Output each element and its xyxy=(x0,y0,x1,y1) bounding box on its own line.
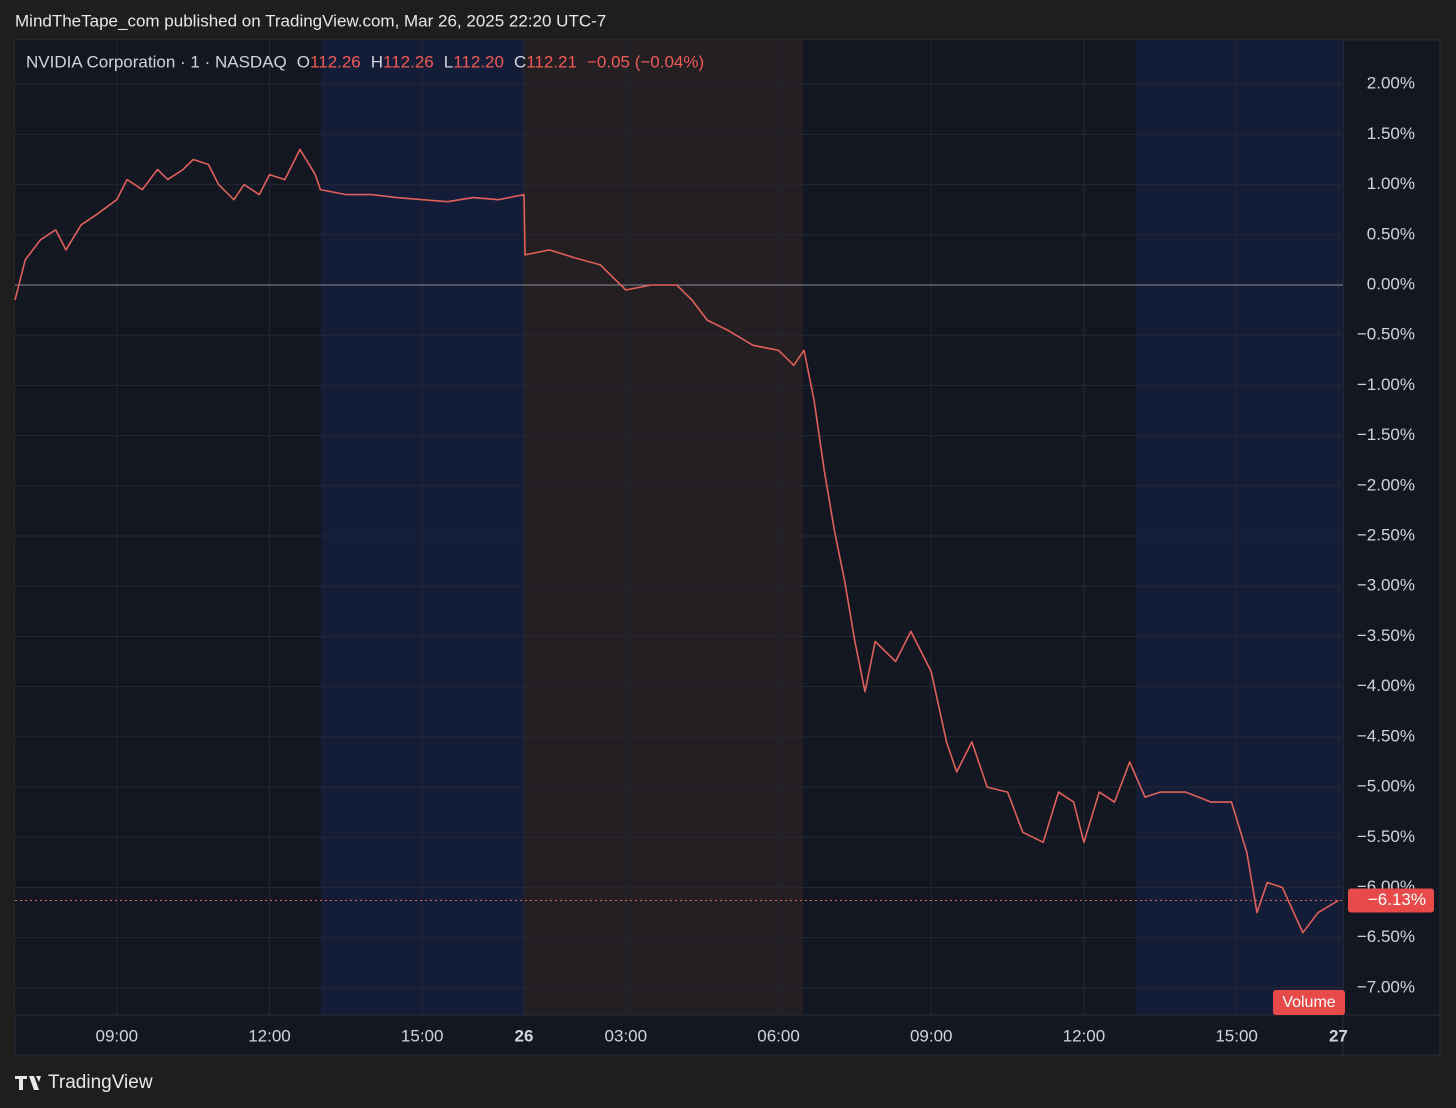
publisher: MindTheTape_com published on TradingView… xyxy=(15,11,606,30)
x-tick-label: 26 xyxy=(515,1026,534,1045)
change: −0.05 (−0.04%) xyxy=(587,52,704,71)
y-tick-label: −4.00% xyxy=(1357,676,1415,695)
x-tick-label: 09:00 xyxy=(96,1026,139,1045)
last-price-label: −6.13% xyxy=(1368,890,1426,909)
y-tick-label: −0.50% xyxy=(1357,325,1415,344)
x-tick-label: 15:00 xyxy=(401,1026,444,1045)
x-tick-label: 09:00 xyxy=(910,1026,953,1045)
y-tick-label: −3.50% xyxy=(1357,626,1415,645)
x-tick-label: 03:00 xyxy=(605,1026,648,1045)
volume-label: Volume xyxy=(1282,994,1335,1011)
y-tick-label: −5.00% xyxy=(1357,777,1415,796)
y-tick-label: 1.50% xyxy=(1367,124,1415,143)
x-tick-label: 12:00 xyxy=(248,1026,291,1045)
x-tick-label: 27 xyxy=(1329,1026,1348,1045)
ohlc-value: 112.21 xyxy=(526,52,577,71)
ohlc-key: H xyxy=(371,52,383,71)
y-tick-label: 0.00% xyxy=(1367,274,1415,293)
ohlc-key: O xyxy=(297,52,310,71)
grid xyxy=(15,40,1343,1015)
ohlc-value: 112.26 xyxy=(310,52,361,71)
volume-badge xyxy=(1273,990,1345,1015)
y-tick-label: −6.50% xyxy=(1357,927,1415,946)
ohlc-key: C xyxy=(514,52,526,71)
y-tick-label: 2.00% xyxy=(1367,74,1415,93)
y-tick-label: −3.00% xyxy=(1357,576,1415,595)
y-tick-label: −4.50% xyxy=(1357,726,1415,745)
y-tick-label: −1.00% xyxy=(1357,375,1415,394)
y-tick-label: −2.50% xyxy=(1357,526,1415,545)
brand-logo xyxy=(15,1076,41,1090)
y-tick-label: −1.50% xyxy=(1357,425,1415,444)
session-pre xyxy=(523,40,803,1015)
session-post xyxy=(1136,40,1343,1015)
x-tick-label: 06:00 xyxy=(757,1026,800,1045)
footer-brand: TradingView xyxy=(48,1072,153,1093)
last-price-badge xyxy=(1348,888,1434,913)
plot xyxy=(14,148,1343,934)
session-regular xyxy=(15,40,321,1015)
session-regular xyxy=(803,40,1136,1015)
y-tick-label: −5.50% xyxy=(1357,827,1415,846)
ohlc-value: 112.20 xyxy=(453,52,504,71)
x-tick-label: 15:00 xyxy=(1215,1026,1258,1045)
y-tick-label: 0.50% xyxy=(1367,224,1415,243)
x-tick-label: 12:00 xyxy=(1063,1026,1106,1045)
price-line xyxy=(14,148,1339,934)
y-tick-label: −2.00% xyxy=(1357,475,1415,494)
ohlc-key: L xyxy=(444,52,453,71)
ohlc-value: 112.26 xyxy=(383,52,434,71)
legend: NVIDIA Corporation · 1 · NASDAQ O 112.26 H 1… xyxy=(26,52,704,71)
chart-title: NVIDIA Corporation · 1 · NASDAQ xyxy=(26,52,287,71)
y-tick-label: 1.00% xyxy=(1367,174,1415,193)
y-tick-label: −7.00% xyxy=(1357,977,1415,996)
